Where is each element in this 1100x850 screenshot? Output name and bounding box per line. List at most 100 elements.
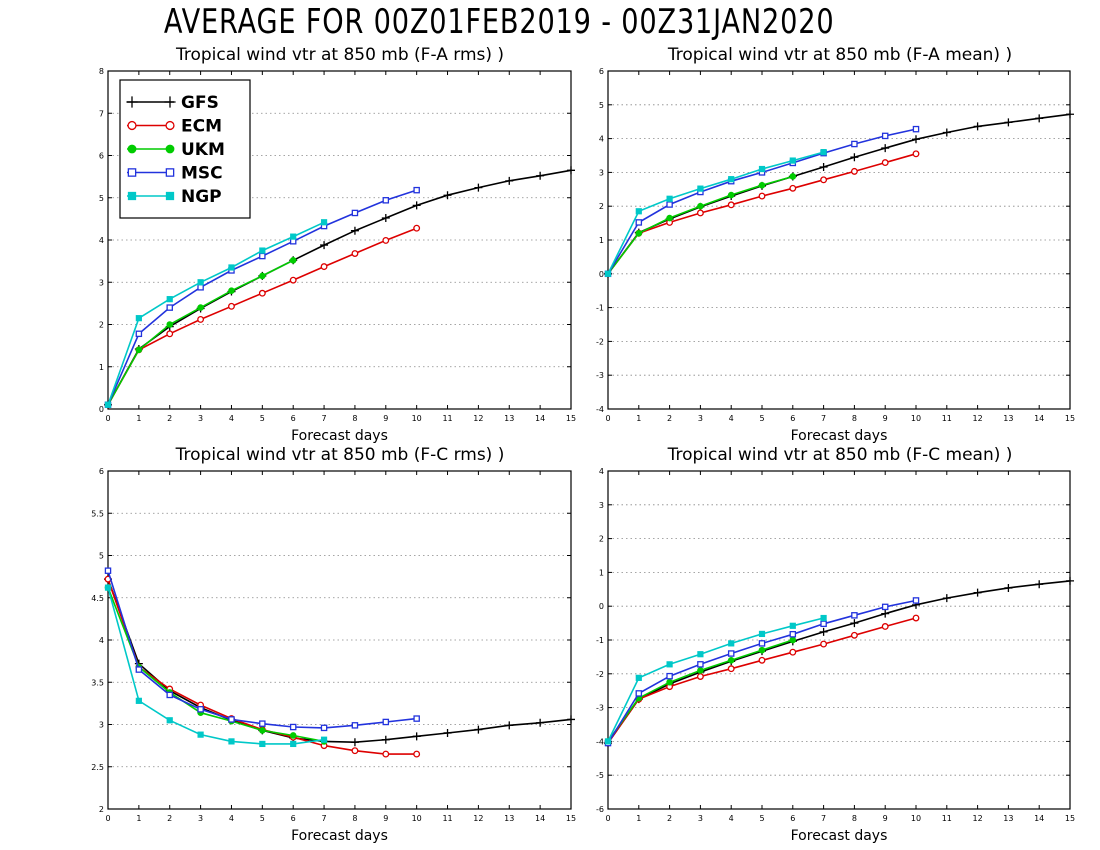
data-point [728, 176, 735, 183]
data-point [1004, 583, 1013, 592]
x-tick-label: 3 [198, 814, 203, 823]
legend-marker [127, 168, 137, 177]
data-point [259, 720, 266, 727]
x-tick-label: 13 [504, 414, 514, 423]
x-tick-label: 1 [136, 414, 141, 423]
data-point [820, 176, 828, 184]
data-point [727, 191, 735, 199]
data-point [696, 673, 704, 680]
data-point [697, 667, 704, 674]
chart-title: Tropical wind vtr at 850 mb (F-A rms) ) [175, 45, 504, 65]
data-point [728, 640, 735, 647]
data-point [166, 691, 173, 699]
data-point [413, 715, 420, 722]
x-tick-label: 3 [198, 414, 203, 423]
data-point [259, 727, 266, 734]
y-tick-label: -1 [596, 636, 604, 645]
data-point [197, 731, 204, 738]
data-point [381, 214, 390, 223]
chart-panel-3: Tropical wind vtr at 850 mb (F-C rms) ) 2… [91, 445, 576, 844]
data-point [259, 272, 266, 280]
y-tick-label: -4 [596, 737, 604, 746]
data-point [881, 603, 889, 611]
x-tick-label: 5 [260, 414, 265, 423]
data-point [912, 614, 920, 622]
series-msc [104, 186, 420, 409]
legend-marker [165, 168, 175, 177]
data-point [166, 321, 174, 328]
data-point [851, 612, 858, 619]
data-point [351, 722, 359, 729]
x-tick-label: 15 [566, 814, 576, 823]
y-tick-label: 6 [99, 152, 104, 161]
data-point [697, 661, 704, 668]
data-point [197, 279, 204, 286]
x-tick-label: 7 [322, 414, 327, 423]
data-point [381, 735, 390, 744]
chart-title: Tropical wind vtr at 850 mb (F-C rms) ) [175, 445, 505, 465]
series-gfs [104, 575, 575, 747]
series-ecm [604, 150, 920, 278]
x-tick-label: 2 [167, 414, 172, 423]
data-point [320, 724, 328, 732]
data-point [697, 651, 704, 658]
data-point [289, 256, 297, 264]
data-point [228, 264, 235, 271]
chart-panel-4: Tropical wind vtr at 850 mb (F-C mean) )… [596, 445, 1075, 844]
data-point [505, 176, 514, 185]
x-tick-label: 1 [636, 814, 641, 823]
data-point [727, 650, 735, 657]
series-line-ngp [607, 151, 824, 275]
data-point [412, 201, 421, 210]
series-ngp [604, 149, 827, 277]
x-tick-label: 12 [473, 414, 483, 423]
data-point [320, 263, 328, 271]
x-tick-label: 2 [667, 814, 672, 823]
data-point [474, 183, 483, 192]
data-point [351, 209, 359, 217]
data-point [505, 721, 514, 730]
data-point [536, 171, 545, 180]
data-point [289, 723, 297, 731]
legend-marker [127, 120, 137, 131]
data-point [1066, 110, 1074, 119]
y-tick-label: 2 [599, 202, 604, 211]
series-ngp [104, 584, 328, 748]
data-point [351, 747, 359, 755]
x-tick-label: 14 [1034, 414, 1044, 423]
data-point [758, 646, 766, 654]
y-tick-label: -6 [596, 805, 604, 814]
x-tick-label: 14 [1034, 814, 1044, 823]
y-tick-label: 0 [599, 602, 604, 611]
x-tick-label: 10 [412, 414, 422, 423]
data-point [474, 725, 483, 734]
data-point [382, 750, 390, 758]
data-point [850, 153, 859, 162]
y-tick-label: -5 [596, 771, 604, 780]
x-tick-label: 0 [105, 814, 110, 823]
data-point [413, 750, 421, 758]
x-tick-label: 11 [942, 414, 952, 423]
series-ngp [104, 219, 328, 408]
series-msc [604, 125, 920, 278]
page-title: AVERAGE FOR 00Z01FEB2019 - 00Z31JAN2020 [163, 2, 835, 42]
data-point [819, 627, 828, 636]
x-tick-label: 2 [167, 814, 172, 823]
data-point [881, 132, 889, 140]
data-point [973, 588, 982, 597]
legend-label-ngp: NGP [181, 187, 222, 207]
y-tick-label: -3 [596, 704, 604, 713]
data-point [320, 219, 328, 226]
x-tick-label: 0 [605, 414, 610, 423]
x-tick-label: 11 [442, 414, 452, 423]
data-point [135, 666, 143, 673]
x-tick-label: 10 [911, 814, 921, 823]
data-point [697, 185, 704, 192]
x-tick-label: 9 [883, 414, 888, 423]
data-point [197, 706, 204, 713]
data-point [413, 224, 421, 232]
x-tick-label: 11 [942, 814, 952, 823]
legend-marker [127, 191, 137, 201]
legend-label-ecm: ECM [181, 117, 222, 137]
